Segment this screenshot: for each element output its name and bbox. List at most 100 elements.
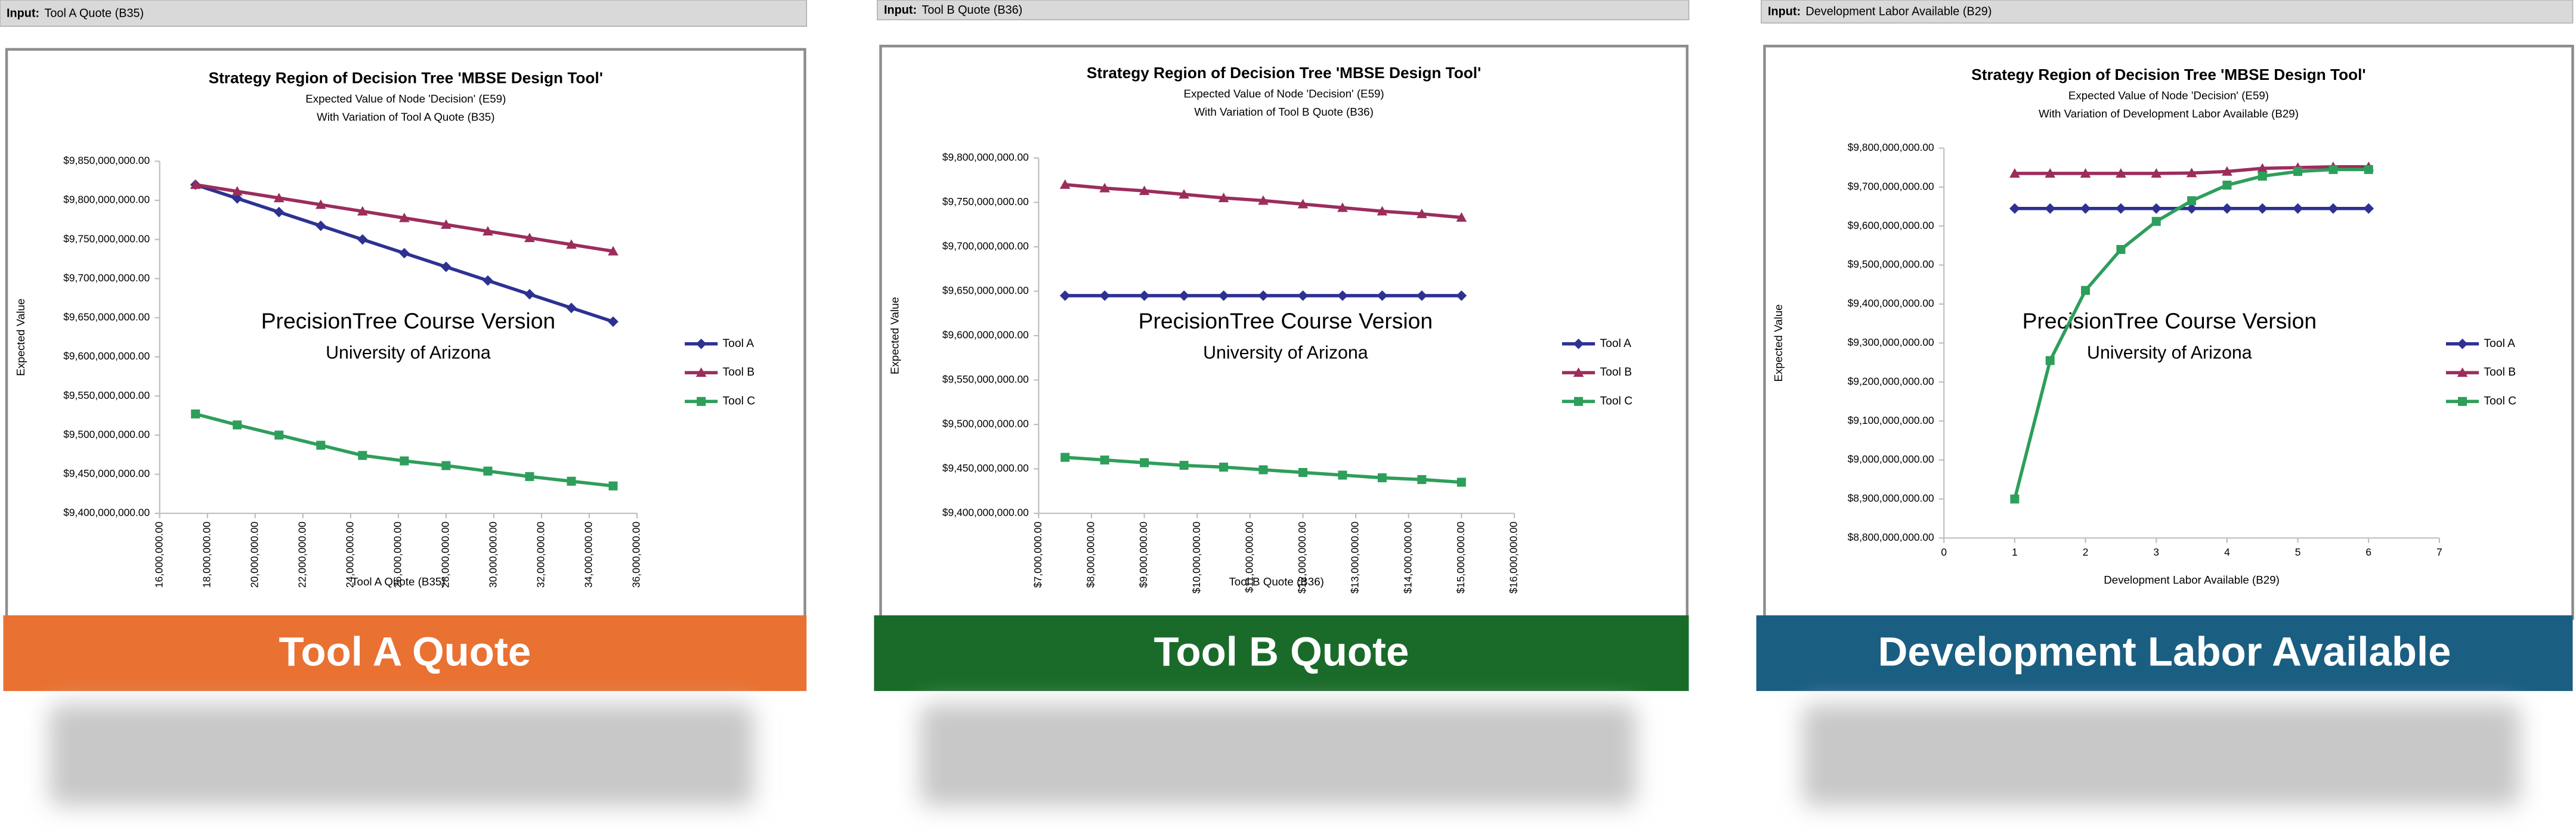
x-tick-label: 22,000,000.00 bbox=[296, 522, 308, 588]
marker bbox=[233, 420, 242, 430]
marker bbox=[2257, 203, 2268, 214]
y-tick-label: $9,700,000,000.00 bbox=[942, 240, 1029, 252]
y-tick-label: $9,400,000,000.00 bbox=[1848, 297, 1934, 309]
marker bbox=[1139, 290, 1150, 301]
y-axis-label: Expected Value bbox=[14, 299, 27, 376]
banner bbox=[1756, 615, 2573, 692]
marker bbox=[1298, 467, 1307, 478]
marker bbox=[1099, 290, 1111, 301]
marker bbox=[1377, 290, 1388, 301]
marker bbox=[2187, 196, 2197, 206]
marker bbox=[524, 233, 535, 243]
x-tick-label: 0 bbox=[1941, 546, 1947, 558]
x-tick-label: $7,000,000.00 bbox=[1032, 522, 1044, 588]
marker bbox=[1140, 458, 1149, 467]
banner bbox=[874, 615, 1689, 692]
marker bbox=[1179, 290, 1189, 301]
legend-label: Tool A bbox=[723, 337, 754, 350]
y-tick-label: $9,500,000,000.00 bbox=[942, 418, 1029, 430]
x-tick-label: 5 bbox=[2295, 546, 2301, 558]
marker bbox=[358, 451, 367, 460]
input-bar bbox=[877, 0, 1690, 20]
legend-label: Tool B bbox=[723, 366, 755, 379]
legend-label: Tool B bbox=[1600, 366, 1632, 379]
x-axis-label: Development Labor Available (B29) bbox=[2104, 574, 2280, 586]
marker bbox=[608, 316, 619, 327]
marker bbox=[231, 186, 243, 196]
y-tick-label: $8,900,000,000.00 bbox=[1848, 492, 1934, 504]
y-tick-label: $8,800,000,000.00 bbox=[1848, 531, 1934, 543]
marker bbox=[1297, 199, 1309, 209]
legend-marker bbox=[2457, 367, 2468, 377]
marker bbox=[1297, 290, 1309, 301]
marker bbox=[2151, 203, 2162, 214]
chart-subtitle: With Variation of Tool A Quote (B35) bbox=[317, 110, 494, 123]
input-value: Tool B Quote (B36) bbox=[921, 4, 1022, 17]
marker bbox=[2222, 181, 2232, 190]
marker bbox=[2009, 168, 2020, 178]
marker bbox=[2363, 203, 2374, 214]
banner-label: Tool B Quote bbox=[1154, 629, 1409, 675]
x-tick-label: $10,000,000.00 bbox=[1190, 522, 1202, 594]
x-tick-label: $15,000,000.00 bbox=[1455, 522, 1467, 594]
marker bbox=[1456, 478, 1466, 487]
input-header: Input: Tool B Quote (B36) bbox=[884, 4, 1022, 17]
y-tick-label: $9,650,000,000.00 bbox=[942, 284, 1029, 296]
marker bbox=[2081, 286, 2091, 295]
marker bbox=[191, 409, 200, 419]
legend-label: Tool B bbox=[2484, 366, 2516, 379]
marker bbox=[1059, 290, 1071, 301]
y-axis-label: Expected Value bbox=[888, 297, 901, 374]
y-tick-label: $9,800,000,000.00 bbox=[1848, 141, 1934, 153]
x-tick-label: $12,000,000.00 bbox=[1296, 522, 1308, 594]
x-tick-label: $9,000,000.00 bbox=[1137, 522, 1149, 588]
marker bbox=[273, 193, 284, 203]
marker bbox=[566, 239, 577, 249]
marker bbox=[1218, 290, 1229, 301]
marker bbox=[2257, 163, 2268, 173]
marker bbox=[1099, 182, 1111, 193]
marker bbox=[231, 193, 243, 204]
input-label: Input: bbox=[884, 4, 917, 17]
chart-frame bbox=[879, 45, 1689, 620]
marker bbox=[2080, 168, 2091, 178]
marker bbox=[1417, 290, 1427, 301]
y-tick-label: $9,800,000,000.00 bbox=[63, 194, 150, 206]
marker bbox=[1059, 179, 1071, 189]
blurred-caption bbox=[1802, 704, 2521, 807]
x-tick-label: 28,000,000.00 bbox=[439, 522, 451, 588]
y-tick-label: $9,700,000,000.00 bbox=[1848, 180, 1934, 192]
marker bbox=[357, 206, 368, 216]
y-tick-label: $9,100,000,000.00 bbox=[1848, 414, 1934, 426]
marker bbox=[1179, 461, 1189, 470]
marker bbox=[315, 199, 326, 209]
legend-label: Tool A bbox=[2484, 337, 2515, 350]
marker bbox=[315, 220, 326, 231]
input-header: Input: Development Labor Available (B29) bbox=[1768, 5, 1991, 18]
y-tick-label: $9,700,000,000.00 bbox=[63, 272, 150, 284]
marker bbox=[2009, 203, 2020, 214]
legend-marker bbox=[695, 338, 707, 349]
marker bbox=[357, 234, 368, 245]
blurred-caption bbox=[49, 704, 754, 807]
y-tick-label: $9,450,000,000.00 bbox=[63, 467, 150, 479]
x-tick-label: 20,000,000.00 bbox=[248, 522, 260, 588]
x-tick-label: 3 bbox=[2153, 546, 2159, 558]
y-tick-label: $9,750,000,000.00 bbox=[942, 196, 1029, 207]
marker bbox=[2045, 356, 2055, 365]
chart-title: Strategy Region of Decision Tree 'MBSE D… bbox=[1971, 66, 2365, 83]
marker bbox=[608, 481, 618, 491]
marker bbox=[2151, 168, 2162, 178]
x-tick-label: 24,000,000.00 bbox=[344, 522, 355, 588]
marker bbox=[400, 456, 409, 466]
chart-frame bbox=[1763, 45, 2574, 620]
input-bar bbox=[1761, 0, 2574, 24]
marker bbox=[525, 472, 534, 481]
marker bbox=[1179, 189, 1189, 199]
marker bbox=[2328, 203, 2339, 214]
marker bbox=[2258, 171, 2267, 181]
marker bbox=[2293, 167, 2303, 176]
y-tick-label: $9,400,000,000.00 bbox=[63, 507, 150, 519]
marker bbox=[2080, 203, 2091, 214]
marker bbox=[1337, 290, 1348, 301]
